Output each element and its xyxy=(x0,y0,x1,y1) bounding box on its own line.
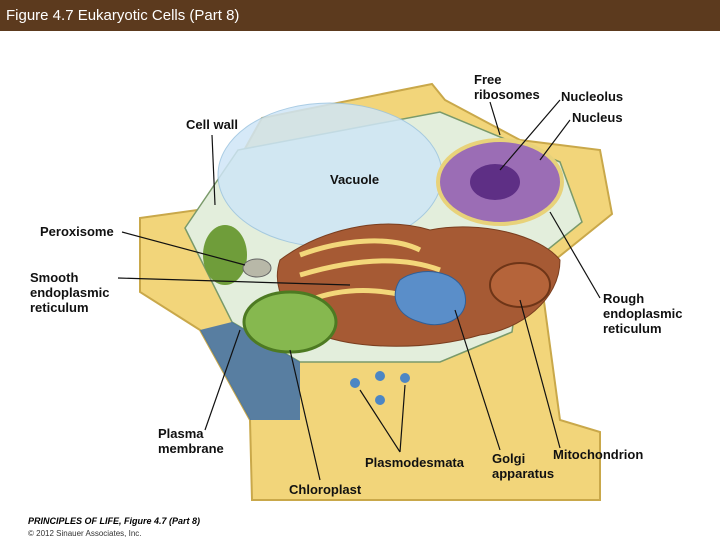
label: Nucleolus xyxy=(561,89,623,104)
label: Vacuole xyxy=(330,172,379,187)
label: Free ribosomes xyxy=(474,72,540,102)
label: Cell wall xyxy=(186,117,238,132)
label-line: Plasma xyxy=(158,426,204,441)
title: Figure 4.7 Eukaryotic Cells (Part 8) xyxy=(6,7,240,24)
label-line: Smooth xyxy=(30,270,78,285)
label-line: endoplasmic xyxy=(603,306,682,321)
label: Rough endoplasmic reticulum xyxy=(603,291,682,336)
diagram: Free ribosomes Nucleolus Nucleus Cell wal… xyxy=(28,72,682,538)
label-line: Nucleolus xyxy=(561,89,623,104)
label: Mitochondrion xyxy=(553,447,643,462)
label-line: apparatus xyxy=(492,466,554,481)
title-bar: Figure 4.7 Eukaryotic Cells (Part 8) xyxy=(0,0,720,31)
label: Plasmodesmata xyxy=(365,455,465,470)
label-line: reticulum xyxy=(603,321,662,336)
labels: Free ribosomes Nucleolus Nucleus Cell wal… xyxy=(30,72,682,497)
label-line: Cell wall xyxy=(186,117,238,132)
cell-illustration xyxy=(139,82,614,501)
label-line: Vacuole xyxy=(330,172,379,187)
label: Plasma membrane xyxy=(158,426,224,456)
label-line: Chloroplast xyxy=(289,482,362,497)
label: Peroxisome xyxy=(40,224,114,239)
footer-source: PRINCIPLES OF LIFE, Figure 4.7 (Part 8) xyxy=(28,516,200,526)
label: Golgi apparatus xyxy=(492,451,554,481)
footer-copyright: © 2012 Sinauer Associates, Inc. xyxy=(28,529,142,538)
label-line: Golgi xyxy=(492,451,525,466)
label-line: Peroxisome xyxy=(40,224,114,239)
label: Chloroplast xyxy=(289,482,362,497)
label-line: ribosomes xyxy=(474,87,540,102)
leader-lines xyxy=(117,99,601,481)
label-line: Mitochondrion xyxy=(553,447,643,462)
label-line: Nucleus xyxy=(572,110,623,125)
label-line: Plasmodesmata xyxy=(365,455,465,470)
label-line: endoplasmic xyxy=(30,285,109,300)
label-line: Rough xyxy=(603,291,644,306)
label-line: membrane xyxy=(158,441,224,456)
label: Nucleus xyxy=(572,110,623,125)
label-line: reticulum xyxy=(30,300,89,315)
label: Smooth endoplasmic reticulum xyxy=(30,270,109,315)
label-line: Free xyxy=(474,72,501,87)
